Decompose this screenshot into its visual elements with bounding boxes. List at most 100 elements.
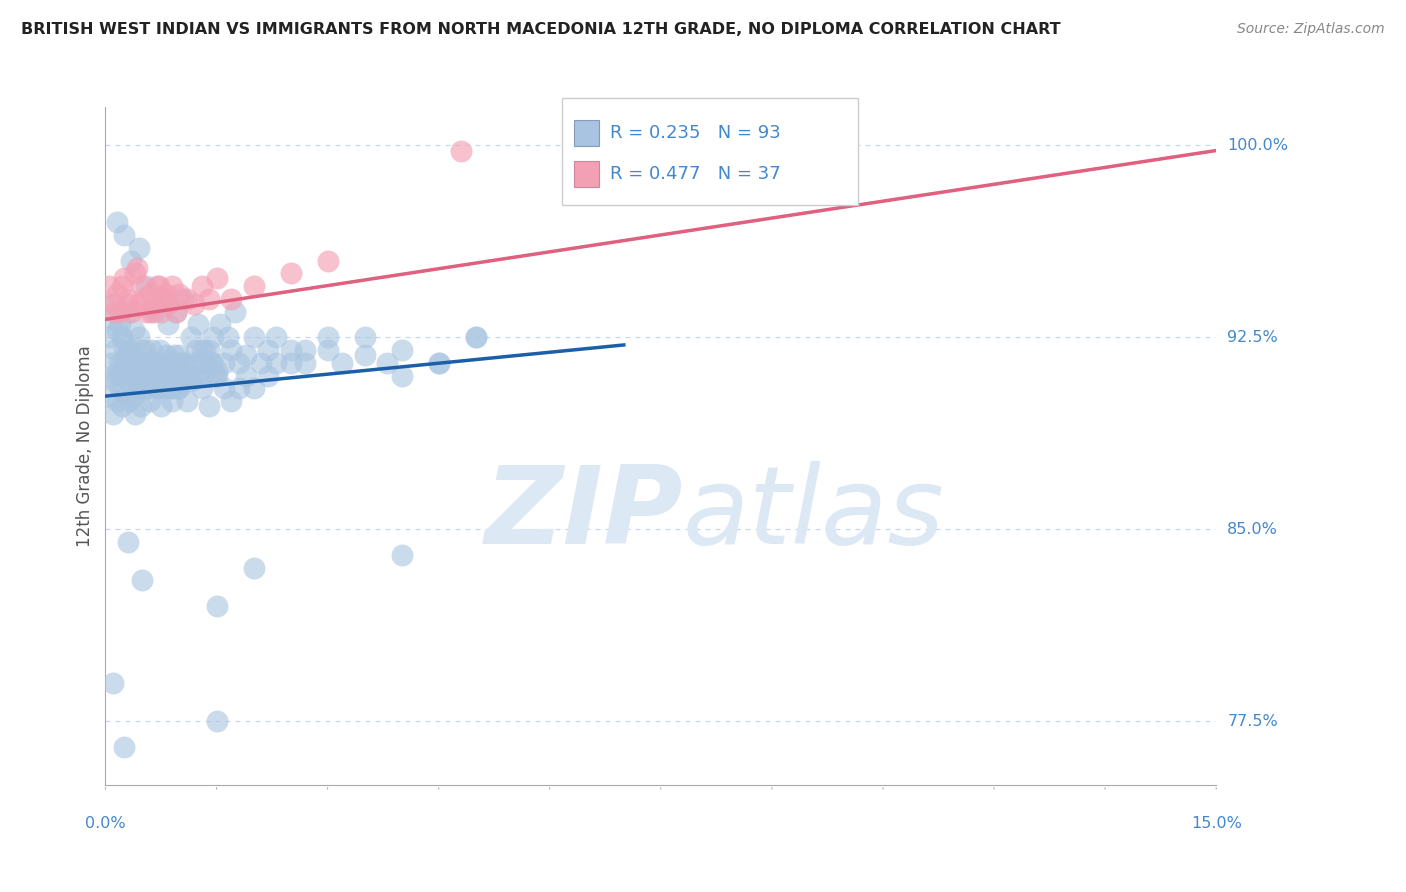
Point — [159, 368, 181, 383]
Point — [194, 356, 217, 370]
Point — [153, 292, 176, 306]
Point — [107, 356, 129, 370]
Text: 100.0%: 100.0% — [1227, 138, 1288, 153]
Point — [103, 304, 125, 318]
Point — [205, 599, 228, 613]
Point — [242, 560, 264, 574]
Point — [112, 271, 135, 285]
Point — [184, 343, 207, 357]
Point — [98, 330, 121, 344]
Point — [115, 389, 138, 403]
Point — [111, 279, 134, 293]
Point — [250, 356, 273, 370]
Point — [166, 356, 188, 370]
Text: BRITISH WEST INDIAN VS IMMIGRANTS FROM NORTH MACEDONIA 12TH GRADE, NO DIPLOMA CO: BRITISH WEST INDIAN VS IMMIGRANTS FROM N… — [21, 22, 1060, 37]
Point — [464, 330, 486, 344]
Text: ZIP: ZIP — [485, 461, 683, 566]
Point — [124, 266, 146, 280]
Point — [117, 374, 139, 388]
Point — [162, 348, 184, 362]
Point — [129, 356, 152, 370]
Point — [111, 330, 134, 344]
Point — [120, 253, 142, 268]
Point — [105, 286, 128, 301]
Point — [135, 279, 157, 293]
Point — [135, 304, 157, 318]
Point — [135, 381, 157, 395]
Point — [136, 356, 159, 370]
Text: 92.5%: 92.5% — [1227, 330, 1278, 345]
Text: 85.0%: 85.0% — [1227, 522, 1278, 537]
Point — [217, 330, 239, 344]
Point — [183, 356, 205, 370]
Point — [115, 348, 138, 362]
Point — [264, 356, 287, 370]
Point — [132, 292, 155, 306]
Point — [200, 356, 222, 370]
Point — [294, 356, 316, 370]
Point — [242, 381, 264, 395]
Point — [148, 279, 170, 293]
Point — [118, 343, 141, 357]
Point — [141, 343, 163, 357]
Point — [141, 368, 163, 383]
Point — [131, 343, 153, 357]
Point — [121, 356, 143, 370]
Point — [132, 356, 155, 370]
Point — [172, 292, 194, 306]
Point — [122, 389, 145, 403]
Point — [194, 343, 217, 357]
Text: 77.5%: 77.5% — [1227, 714, 1278, 729]
Point — [391, 343, 413, 357]
Point — [212, 381, 235, 395]
Point — [170, 368, 193, 383]
Point — [165, 304, 187, 318]
Point — [105, 323, 128, 337]
Point — [205, 363, 228, 377]
Point — [112, 739, 135, 754]
Point — [152, 368, 174, 383]
Point — [146, 368, 169, 383]
Point — [139, 381, 162, 395]
Point — [187, 318, 209, 332]
Point — [176, 394, 198, 409]
Point — [257, 368, 280, 383]
Point — [257, 343, 280, 357]
Point — [353, 348, 375, 362]
Point — [105, 394, 128, 409]
Point — [235, 348, 257, 362]
Point — [165, 304, 187, 318]
Text: atlas: atlas — [683, 461, 945, 566]
Point — [129, 400, 152, 414]
Point — [165, 356, 187, 370]
Point — [190, 279, 212, 293]
Point — [150, 356, 173, 370]
Point — [163, 381, 186, 395]
Point — [450, 144, 472, 158]
Point — [464, 330, 486, 344]
Point — [103, 297, 125, 311]
Point — [105, 215, 128, 229]
Point — [101, 407, 124, 421]
Point — [120, 356, 142, 370]
Point — [155, 348, 177, 362]
Point — [221, 343, 243, 357]
Point — [228, 381, 250, 395]
Point — [135, 374, 157, 388]
Point — [427, 356, 450, 370]
Point — [316, 253, 339, 268]
Point — [125, 368, 148, 383]
Point — [128, 330, 150, 344]
Point — [129, 356, 152, 370]
Point — [157, 318, 180, 332]
Point — [294, 343, 316, 357]
Point — [190, 381, 212, 395]
Point — [221, 394, 243, 409]
Point — [131, 574, 153, 588]
Point — [316, 330, 339, 344]
Point — [198, 343, 221, 357]
Point — [180, 330, 202, 344]
Point — [112, 368, 135, 383]
Point — [118, 297, 141, 311]
Point — [157, 381, 180, 395]
